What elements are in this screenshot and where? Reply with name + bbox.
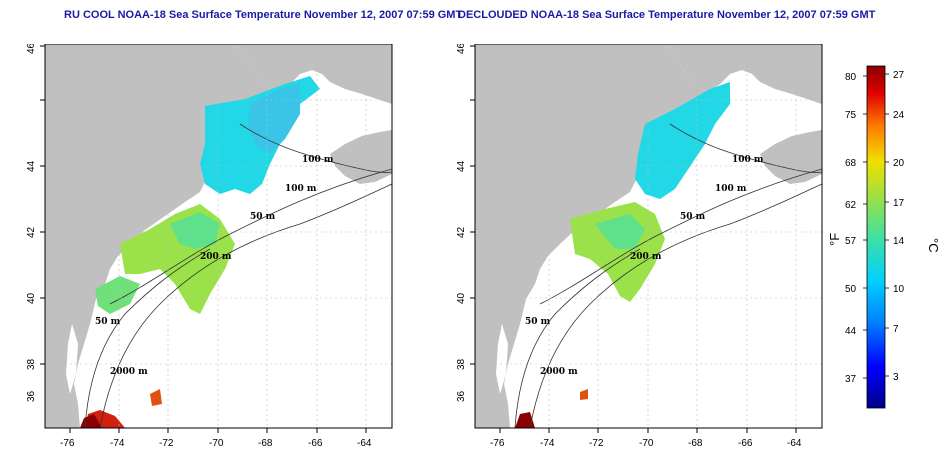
chesapeake [496,324,508,394]
celsius-tick: 27 [893,70,905,81]
x-tick-label: -76 [490,438,505,449]
contour-label: 200 m [630,252,662,262]
x-tick-label: -72 [589,438,604,449]
y-tick-label: 40 [456,292,467,304]
y-tick-label: 42 [26,226,37,238]
fahrenheit-tick: 50 [845,284,857,295]
x-tick-label: -76 [60,438,75,449]
fahrenheit-tick: 68 [845,158,857,169]
y-tick-label: 44 [456,160,467,172]
contour-200m [539,168,823,305]
contour-2000m [529,183,823,429]
temperature-colorbar: 80 75 68 62 57 50 44 37 27 24 20 17 14 1… [827,65,941,409]
fahrenheit-tick: 44 [845,326,857,337]
contour-label: 50 m [250,212,276,222]
colorbar-gradient [866,65,886,409]
sst-patch-green-2 [595,214,645,249]
contour-label: 50 m [680,212,706,222]
contour-label: 100 m [302,155,334,165]
x-tick-label: -66 [738,438,753,449]
panel-2-map: 100 m 100 m 50 m 200 m 50 m 2000 m -76 -… [456,44,823,449]
fahrenheit-tick: 62 [845,200,857,211]
land-mass-novascotia [330,130,392,184]
contour-100m [669,123,823,173]
contour-label: 2000 m [110,367,148,377]
y-tick-label: 38 [26,358,37,370]
panel-1-map: 100 m 100 m 50 m 200 m 50 m 2000 m -76 -… [26,44,393,449]
land-mass-mainland [45,44,300,428]
chesapeake [66,324,78,394]
y-tick-label: 40 [26,292,37,304]
fahrenheit-tick: 37 [845,374,857,385]
contour-label: 200 m [200,252,232,262]
contour-100m [239,123,393,173]
contour-50m [514,248,641,429]
x-tick-label: -72 [159,438,174,449]
celsius-tick: 17 [893,198,905,209]
contour-label: 100 m [715,184,747,194]
x-tick-label: -64 [787,438,802,449]
celsius-tick: 24 [893,110,905,121]
panel-2-title: DECLOUDED NOAA-18 Sea Surface Temperatur… [458,9,876,21]
land-mass-novascotia [760,130,822,184]
celsius-tick: 10 [893,284,905,295]
fahrenheit-unit-label: °F [827,233,842,246]
land-mass [45,44,392,104]
sst-patch-south-red [515,412,535,428]
contour-label: 100 m [732,155,764,165]
land-mass-mainland [475,44,730,428]
sst-patch-green-2 [170,212,220,249]
fahrenheit-tick: 57 [845,236,857,247]
contour-label: 100 m [285,184,317,194]
sst-patch-gulf-of-maine [635,82,730,199]
sst-patch-south-small [580,389,588,400]
panel-1-title: RU COOL NOAA-18 Sea Surface Temperature … [64,9,463,21]
contour-200m [109,168,393,305]
x-tick-label: -66 [308,438,323,449]
contour-50m [84,248,211,429]
contour-label: 50 m [95,317,121,327]
contour-label: 50 m [525,317,551,327]
x-tick-label: -68 [258,438,273,449]
x-tick-label: -70 [639,438,654,449]
celsius-unit-label: °C [926,238,941,253]
y-tick-label: 36 [456,390,467,402]
x-tick-label: -74 [110,438,125,449]
celsius-tick: 3 [893,372,899,383]
y-tick-label: 36 [26,390,37,402]
fahrenheit-tick: 80 [845,72,857,83]
sst-patch-south-small [150,389,162,406]
x-tick-label: -64 [357,438,372,449]
y-tick-label: 46 [456,44,467,54]
y-tick-label: 38 [456,358,467,370]
y-tick-label: 46 [26,44,37,54]
x-tick-label: -74 [540,438,555,449]
contour-2000m [99,183,393,429]
land-mass [475,44,822,104]
x-tick-label: -70 [209,438,224,449]
x-tick-label: -68 [688,438,703,449]
y-tick-label: 44 [26,160,37,172]
fahrenheit-tick: 75 [845,110,857,121]
celsius-tick: 14 [893,236,905,247]
contour-label: 2000 m [540,367,578,377]
celsius-tick: 20 [893,158,905,169]
y-tick-label: 42 [456,226,467,238]
sst-patch-nj [95,276,140,314]
celsius-tick: 7 [893,324,899,335]
